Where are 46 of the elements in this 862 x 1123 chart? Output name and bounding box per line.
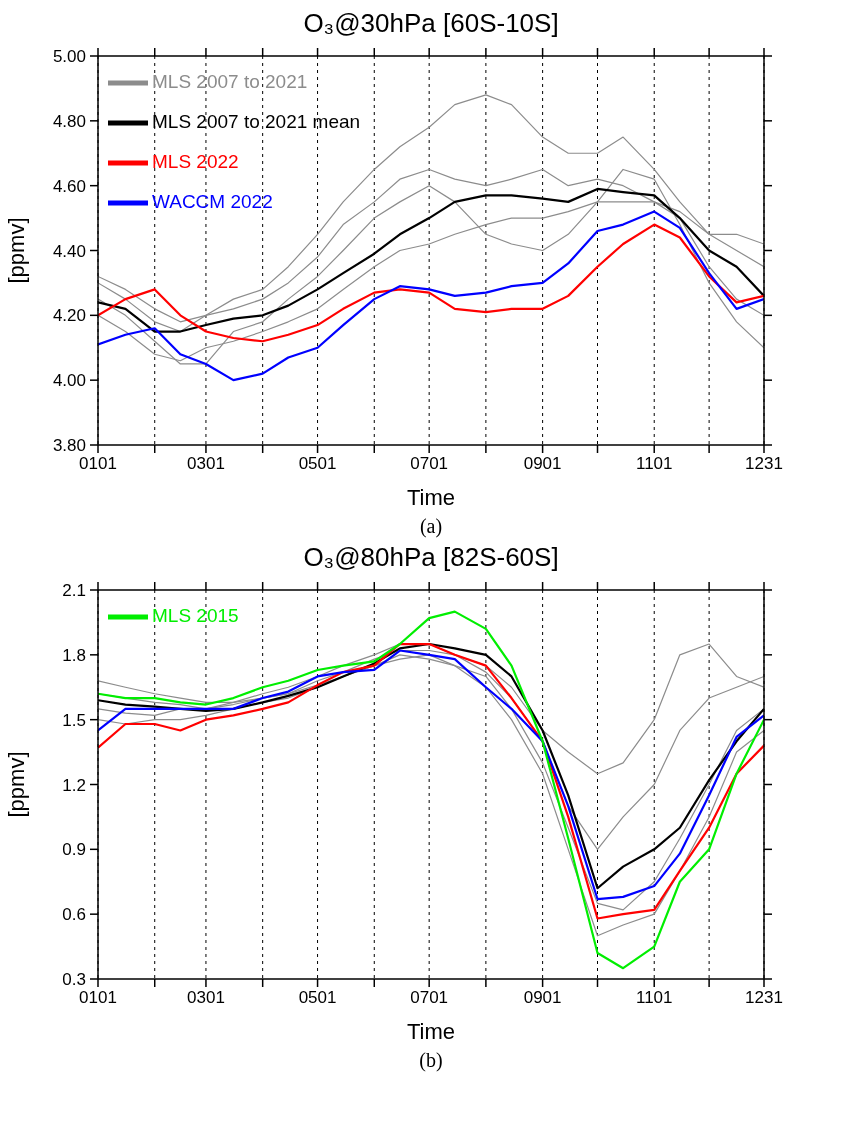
y-tick-label: 1.5 (62, 710, 86, 730)
y-tick-label: 0.6 (62, 905, 86, 925)
y-tick-label: 0.9 (62, 840, 86, 860)
x-tick-label: 0701 (410, 988, 449, 1008)
y-tick-label: 4.20 (52, 306, 86, 326)
y-axis-title: [ppmv] (3, 751, 29, 818)
y-tick-label: 1.2 (62, 775, 86, 795)
y-axis-title: [ppmv] (3, 217, 29, 284)
text: (b) (418, 1049, 444, 1072)
legend-label: MLS 2015 (152, 605, 239, 627)
y-tick-label: 4.40 (52, 241, 86, 261)
line-series (98, 223, 764, 343)
legend-label: MLS 2007 to 2021 mean (152, 111, 361, 133)
text: (a) (418, 515, 444, 538)
x-tick-label: 0101 (79, 988, 117, 1008)
legend-label: WACCM 2022 (152, 191, 273, 213)
legend-label: MLS 2022 (152, 151, 239, 173)
x-tick-label: 1101 (635, 988, 673, 1008)
x-tick-label: 0301 (187, 988, 225, 1008)
x-tick-label: 1101 (635, 454, 673, 474)
y-tick-label: 5.00 (52, 47, 86, 67)
x-tick-label: 0301 (187, 454, 225, 474)
x-tick-label: 1231 (745, 454, 783, 474)
x-tick-label: 1231 (745, 988, 783, 1008)
x-tick-label: 0901 (523, 988, 562, 1008)
x-tick-label: 0901 (523, 454, 562, 474)
x-tick-label: 0501 (298, 988, 337, 1008)
line-series (98, 94, 764, 333)
y-tick-label: 0.3 (62, 970, 86, 990)
y-tick-label: 2.1 (62, 581, 86, 601)
y-tick-label: 4.60 (52, 176, 86, 196)
x-tick-label: 0701 (410, 454, 449, 474)
line-series (98, 210, 764, 382)
y-tick-label: 1.8 (62, 645, 86, 665)
legend-label: MLS 2007 to 2021 (152, 71, 308, 93)
chart-title: O₃@80hPa [82S-60S] (302, 542, 560, 573)
line-series (98, 610, 764, 970)
x-axis-title: Time (406, 485, 456, 510)
line-series (98, 168, 764, 365)
x-axis-title: Time (406, 1019, 456, 1044)
chart-title: O₃@30hPa [60S-10S] (302, 8, 560, 39)
x-tick-label: 0501 (298, 454, 337, 474)
y-tick-label: 3.80 (52, 436, 86, 456)
x-tick-label: 0101 (79, 454, 117, 474)
y-tick-label: 4.80 (52, 111, 86, 131)
y-tick-label: 4.00 (52, 371, 86, 391)
